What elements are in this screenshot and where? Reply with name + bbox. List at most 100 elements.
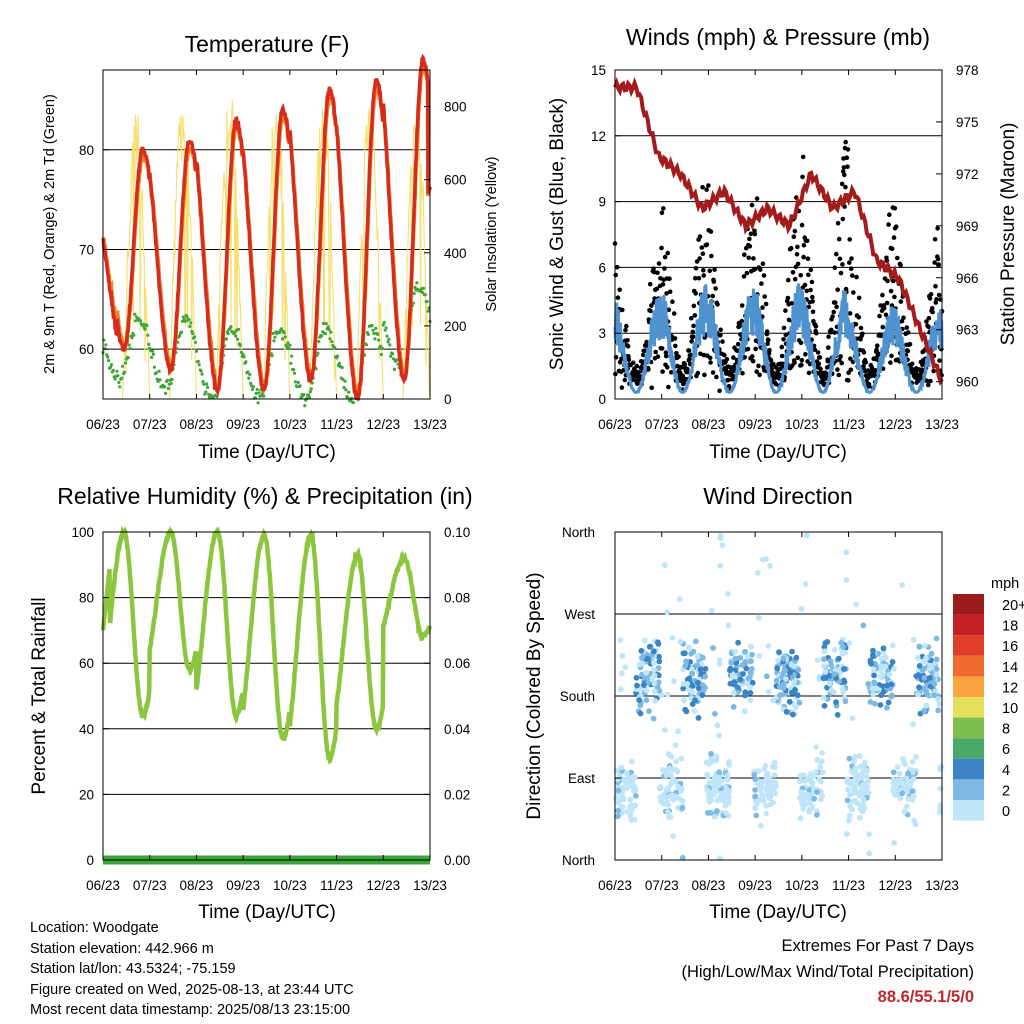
y-tick-label: East — [568, 771, 595, 786]
dewpoint-point — [327, 328, 331, 332]
dewpoint-point — [279, 327, 283, 331]
direction-point — [878, 655, 885, 662]
direction-point — [615, 813, 621, 820]
direction-point — [901, 808, 908, 815]
direction-point — [882, 663, 889, 670]
direction-point — [636, 697, 642, 703]
direction-point — [856, 814, 863, 821]
direction-point — [708, 607, 715, 614]
temp-2m-line — [101, 53, 432, 400]
dewpoint-point — [206, 385, 210, 389]
dewpoint-point — [111, 368, 115, 372]
gust-point — [785, 295, 791, 301]
gust-point — [818, 366, 823, 372]
y-tick-label: 0.00 — [444, 853, 470, 868]
legend-swatch — [953, 594, 984, 615]
direction-point — [896, 770, 903, 777]
direction-point — [843, 577, 850, 583]
x-tick-label: 13/23 — [925, 417, 959, 432]
dewpoint-point — [122, 370, 127, 374]
direction-point — [846, 817, 852, 824]
direction-point — [806, 774, 813, 781]
direction-point — [617, 637, 624, 643]
dewpoint-point — [380, 346, 384, 351]
dewpoint-point — [229, 325, 233, 329]
gust-point — [758, 267, 763, 272]
direction-point — [717, 533, 724, 539]
y-tick-label: 600 — [444, 173, 467, 188]
dewpoint-point — [165, 378, 170, 382]
humidity-x-ticks: 06/23 07/23 08/23 09/23 10/23 11/23 12/23 13/23 — [86, 532, 447, 893]
legend-label: 12 — [1002, 680, 1018, 696]
gust-point — [617, 287, 622, 293]
gust-point — [889, 353, 894, 359]
direction-point — [822, 669, 829, 675]
dewpoint-point — [132, 333, 136, 337]
direction-point — [891, 840, 898, 846]
y-tick-label: 975 — [956, 115, 979, 130]
winds-y-ticks-right: 960 963 966 969 972 975 978 — [936, 63, 979, 390]
direction-point — [935, 707, 942, 714]
gust-point — [839, 360, 844, 366]
direction-point — [927, 675, 933, 681]
dewpoint-point — [183, 319, 187, 323]
y-tick-label: 12 — [591, 129, 606, 144]
gust-point — [754, 196, 760, 201]
gust-point — [666, 307, 672, 313]
legend-swatch — [953, 800, 984, 821]
dewpoint-point — [324, 322, 328, 326]
direction-point — [667, 814, 674, 820]
x-tick-label: 10/23 — [273, 417, 307, 432]
x-tick-label: 09/23 — [226, 417, 260, 432]
temp-2m-series — [101, 53, 432, 400]
gust-point — [763, 301, 769, 307]
gust-point — [717, 388, 722, 394]
y-tick-label: 60 — [79, 342, 94, 357]
gust-point — [804, 288, 810, 294]
gust-point — [886, 222, 891, 227]
gust-point — [710, 370, 716, 375]
gust-point — [700, 251, 706, 256]
direction-point — [921, 674, 928, 681]
direction-point — [900, 756, 906, 762]
dewpoint-point — [254, 391, 258, 395]
direction-point — [664, 691, 671, 698]
x-tick-label: 11/23 — [320, 878, 353, 893]
direction-point — [744, 653, 751, 660]
gust-point — [660, 282, 666, 287]
gust-point — [754, 369, 759, 374]
direction-point — [665, 809, 672, 815]
gust-point — [843, 184, 848, 190]
dewpoint-point — [280, 337, 284, 341]
dewpoint-point — [181, 315, 185, 319]
dewpoint-point — [381, 323, 385, 327]
gust-point — [688, 352, 694, 358]
x-tick-label: 12/23 — [878, 878, 912, 893]
gust-point — [875, 343, 880, 349]
direction-point — [686, 675, 693, 682]
direction-point — [716, 782, 722, 789]
direction-point — [870, 691, 877, 698]
gust-point — [760, 305, 765, 310]
direction-point — [814, 657, 821, 663]
dewpoint-point — [141, 322, 145, 326]
dewpoint-point — [235, 337, 240, 341]
direction-point — [622, 664, 629, 670]
direction-point — [880, 688, 887, 695]
direction-point — [714, 797, 721, 804]
x-tick-label: 11/23 — [832, 417, 865, 432]
humidity-y-ticks-right: 0.00 0.02 0.04 0.06 0.08 0.10 — [424, 525, 471, 868]
direction-point — [800, 772, 807, 778]
gust-point — [746, 255, 751, 261]
direction-point — [803, 532, 810, 539]
direction-point — [766, 795, 773, 802]
gust-point — [667, 276, 672, 282]
gust-point — [689, 315, 694, 321]
dewpoint-point — [248, 372, 252, 376]
direction-point — [618, 764, 625, 771]
direction-point — [723, 810, 729, 816]
y-tick-label: 966 — [956, 271, 979, 286]
direction-point — [651, 648, 657, 655]
direction-point — [880, 649, 887, 656]
direction-point — [936, 701, 943, 707]
